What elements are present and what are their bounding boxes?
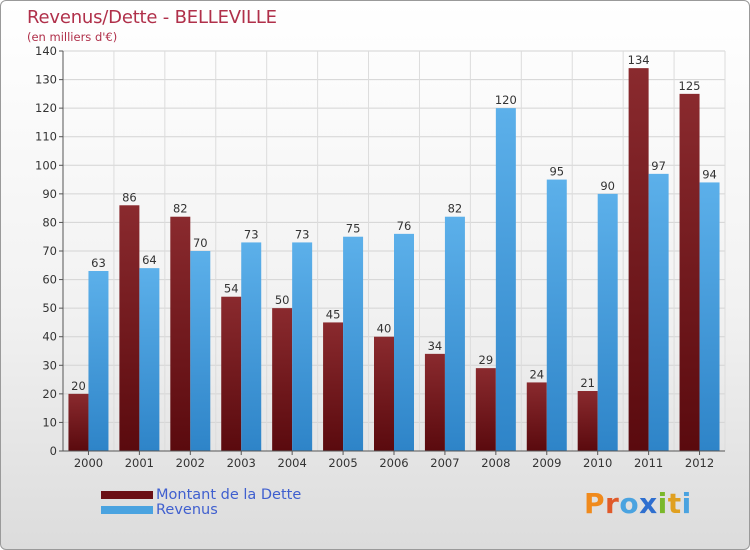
data-label: 94 xyxy=(702,167,717,181)
data-label: 73 xyxy=(295,227,310,241)
bar-debt xyxy=(323,322,344,451)
x-tick-label: 2000 xyxy=(74,456,103,470)
y-tick-label: 0 xyxy=(50,444,57,458)
data-label: 20 xyxy=(71,379,86,393)
data-label: 54 xyxy=(224,282,239,296)
bar-revenue xyxy=(495,108,516,452)
data-label: 82 xyxy=(448,202,463,216)
data-label: 76 xyxy=(397,219,412,233)
data-label: 24 xyxy=(529,367,544,381)
data-label: 95 xyxy=(549,165,564,179)
data-label: 90 xyxy=(600,179,615,193)
y-tick-label: 60 xyxy=(42,273,57,287)
bar-debt xyxy=(679,93,700,451)
bar-revenue xyxy=(343,236,364,451)
x-tick-label: 2009 xyxy=(532,456,561,470)
data-label: 97 xyxy=(651,159,666,173)
x-tick-label: 2008 xyxy=(481,456,510,470)
bar-debt xyxy=(170,216,191,451)
logo-letter: P xyxy=(584,487,606,520)
data-label: 125 xyxy=(679,79,701,93)
logo-letter: x xyxy=(639,487,658,520)
y-tick-label: 100 xyxy=(35,158,57,172)
y-tick-label: 140 xyxy=(35,44,57,58)
bar-debt xyxy=(475,368,496,451)
proxiti-logo: Proxiti xyxy=(584,487,692,520)
y-tick-label: 30 xyxy=(42,358,57,372)
x-tick-label: 2001 xyxy=(125,456,154,470)
logo-letter: t xyxy=(667,487,682,520)
legend-swatch-revenue xyxy=(101,506,153,514)
bar-revenue xyxy=(394,233,414,451)
y-tick-label: 10 xyxy=(42,415,57,429)
y-tick-label: 120 xyxy=(35,101,57,115)
x-tick-label: 2005 xyxy=(328,456,357,470)
y-tick-label: 50 xyxy=(42,301,57,315)
data-label: 34 xyxy=(428,339,443,353)
data-label: 64 xyxy=(142,253,157,267)
bar-revenue xyxy=(699,182,720,451)
bar-debt xyxy=(526,382,547,451)
logo-letter: i xyxy=(681,487,692,520)
bar-revenue xyxy=(292,242,313,451)
x-tick-label: 2012 xyxy=(685,456,714,470)
y-tick-label: 90 xyxy=(42,187,57,201)
data-label: 21 xyxy=(580,376,595,390)
data-label: 82 xyxy=(173,202,188,216)
bar-revenue xyxy=(241,242,262,451)
bar-debt xyxy=(628,68,649,452)
bar-revenue xyxy=(444,216,465,451)
y-tick-label: 20 xyxy=(42,387,57,401)
bar-revenue xyxy=(648,173,669,451)
data-label: 40 xyxy=(377,322,392,336)
bar-revenue xyxy=(546,179,567,452)
bar-debt xyxy=(374,336,394,451)
y-tick-label: 70 xyxy=(42,244,57,258)
bar-debt xyxy=(68,393,89,451)
data-label: 73 xyxy=(244,227,259,241)
chart-title: Revenus/Dette - BELLEVILLE xyxy=(27,7,277,28)
x-tick-label: 2003 xyxy=(227,456,256,470)
data-label: 50 xyxy=(275,293,290,307)
data-label: 45 xyxy=(326,307,341,321)
x-tick-label: 2010 xyxy=(583,456,612,470)
data-label: 134 xyxy=(628,53,650,67)
chart-subtitle: (en milliers d'€) xyxy=(27,30,118,44)
bar-revenue xyxy=(190,251,211,451)
bar-debt xyxy=(272,308,293,451)
logo-letter: o xyxy=(619,487,640,520)
data-label: 29 xyxy=(479,353,494,367)
data-label: 86 xyxy=(122,190,137,204)
y-tick-label: 80 xyxy=(42,215,57,229)
legend-label-debt: Montant de la Dette xyxy=(156,487,302,503)
bar-debt xyxy=(119,205,140,451)
x-tick-label: 2011 xyxy=(634,456,663,470)
legend-swatch-debt xyxy=(101,491,153,499)
y-tick-label: 130 xyxy=(35,73,57,87)
data-label: 63 xyxy=(91,256,106,270)
bar-debt xyxy=(221,296,242,451)
x-tick-label: 2004 xyxy=(278,456,307,470)
data-label: 70 xyxy=(193,236,208,250)
data-label: 75 xyxy=(346,222,361,236)
x-tick-label: 2002 xyxy=(176,456,205,470)
x-tick-label: 2007 xyxy=(430,456,459,470)
x-tick-label: 2006 xyxy=(379,456,408,470)
y-tick-label: 110 xyxy=(35,130,57,144)
bar-revenue xyxy=(597,193,618,451)
data-label: 120 xyxy=(495,93,517,107)
bar-revenue xyxy=(88,271,109,451)
logo-letter: r xyxy=(605,487,620,520)
logo-letter: i xyxy=(657,487,668,520)
y-tick-label: 40 xyxy=(42,330,57,344)
bar-revenue xyxy=(139,268,160,451)
legend-label-revenue: Revenus xyxy=(156,502,218,518)
bar-debt xyxy=(424,353,445,451)
bar-debt xyxy=(577,391,598,451)
